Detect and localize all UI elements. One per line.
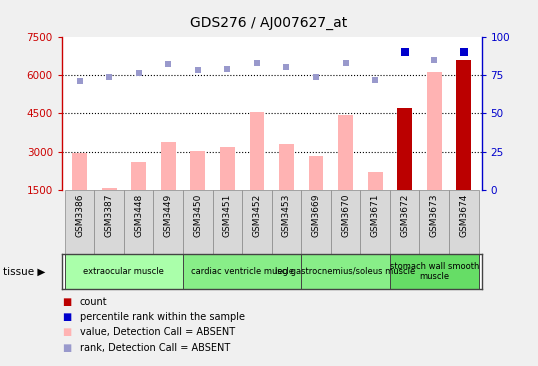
Bar bbox=[301, 254, 390, 289]
Text: count: count bbox=[80, 296, 107, 306]
Text: GSM3386: GSM3386 bbox=[75, 194, 84, 237]
Text: cardiac ventricle muscle: cardiac ventricle muscle bbox=[190, 267, 294, 276]
Text: GSM3387: GSM3387 bbox=[105, 194, 114, 237]
Bar bbox=[242, 190, 272, 254]
Text: value, Detection Call = ABSENT: value, Detection Call = ABSENT bbox=[80, 328, 235, 337]
Text: tissue ▶: tissue ▶ bbox=[3, 267, 45, 277]
Bar bbox=[213, 190, 242, 254]
Text: ■: ■ bbox=[62, 328, 71, 337]
Text: GSM3451: GSM3451 bbox=[223, 194, 232, 237]
Bar bbox=[427, 72, 442, 190]
Bar bbox=[390, 254, 479, 289]
Bar bbox=[153, 190, 183, 254]
Text: stomach wall smooth
muscle: stomach wall smooth muscle bbox=[390, 262, 479, 281]
Bar bbox=[183, 190, 213, 254]
Text: GSM3450: GSM3450 bbox=[193, 194, 202, 237]
Bar bbox=[72, 153, 87, 190]
Text: GSM3452: GSM3452 bbox=[252, 194, 261, 237]
Bar bbox=[301, 190, 331, 254]
Bar bbox=[220, 147, 235, 190]
Bar bbox=[456, 60, 471, 190]
Text: ■: ■ bbox=[62, 312, 71, 322]
Bar bbox=[272, 190, 301, 254]
Bar bbox=[124, 190, 153, 254]
Bar bbox=[397, 108, 412, 190]
Text: GSM3453: GSM3453 bbox=[282, 194, 291, 237]
Bar bbox=[94, 190, 124, 254]
Text: GSM3673: GSM3673 bbox=[430, 194, 438, 237]
Bar bbox=[161, 142, 175, 190]
Bar bbox=[360, 190, 390, 254]
Bar bbox=[65, 254, 183, 289]
Text: GSM3672: GSM3672 bbox=[400, 194, 409, 237]
Bar bbox=[309, 156, 323, 190]
Text: extraocular muscle: extraocular muscle bbox=[83, 267, 165, 276]
Text: GSM3669: GSM3669 bbox=[312, 194, 321, 237]
Text: GSM3670: GSM3670 bbox=[341, 194, 350, 237]
Bar bbox=[183, 254, 301, 289]
Bar bbox=[102, 188, 117, 190]
Text: GDS276 / AJ007627_at: GDS276 / AJ007627_at bbox=[190, 16, 348, 30]
Bar bbox=[420, 190, 449, 254]
Bar bbox=[131, 162, 146, 190]
Bar bbox=[390, 190, 420, 254]
Text: GSM3449: GSM3449 bbox=[164, 194, 173, 237]
Text: percentile rank within the sample: percentile rank within the sample bbox=[80, 312, 245, 322]
Text: leg gastrocnemius/soleus muscle: leg gastrocnemius/soleus muscle bbox=[275, 267, 416, 276]
Text: ■: ■ bbox=[62, 296, 71, 306]
Bar bbox=[331, 190, 360, 254]
Bar bbox=[279, 144, 294, 190]
Bar bbox=[368, 172, 383, 190]
Bar bbox=[65, 190, 94, 254]
Bar bbox=[250, 112, 264, 190]
Bar bbox=[338, 115, 353, 190]
Text: GSM3674: GSM3674 bbox=[459, 194, 468, 237]
Text: ■: ■ bbox=[62, 343, 71, 353]
Text: rank, Detection Call = ABSENT: rank, Detection Call = ABSENT bbox=[80, 343, 230, 353]
Text: GSM3448: GSM3448 bbox=[134, 194, 143, 237]
Bar bbox=[449, 190, 479, 254]
Bar bbox=[190, 151, 205, 190]
Text: GSM3671: GSM3671 bbox=[371, 194, 380, 237]
